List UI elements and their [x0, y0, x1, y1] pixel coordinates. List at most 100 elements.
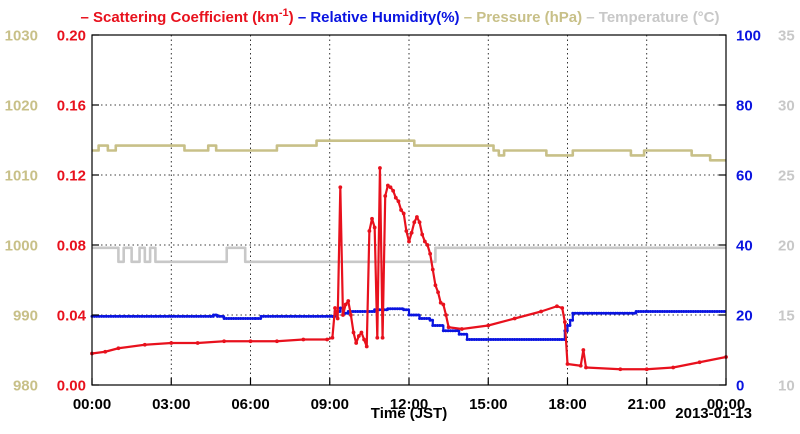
data-point-humidity: [243, 317, 247, 320]
data-point-humidity: [722, 310, 726, 313]
legend-item: – Scattering Coefficient (km: [80, 9, 278, 26]
data-point-humidity: [595, 311, 599, 315]
data-point-scattering: [380, 335, 385, 340]
data-point-humidity: [393, 307, 397, 311]
data-point-humidity: [503, 338, 507, 341]
temperature-axis-tick-label: 10: [778, 378, 795, 395]
data-point-humidity: [720, 310, 724, 313]
data-point-humidity: [470, 338, 474, 341]
data-point-humidity: [173, 314, 177, 318]
data-point-scattering: [351, 330, 356, 335]
data-point-humidity: [126, 314, 130, 318]
data-point-humidity: [706, 310, 710, 313]
data-point-humidity: [710, 310, 714, 313]
data-point-scattering: [441, 302, 446, 307]
humidity-axis-tick-label: 20: [736, 308, 753, 325]
data-point-humidity: [97, 314, 101, 318]
data-point-humidity: [386, 307, 390, 311]
data-point-humidity: [487, 338, 491, 341]
data-point-humidity: [239, 317, 243, 320]
data-point-humidity: [328, 314, 332, 318]
data-point-humidity: [508, 338, 512, 341]
data-point-humidity: [197, 314, 201, 318]
data-point-scattering: [562, 320, 567, 324]
data-point-humidity: [672, 310, 676, 313]
pressure-axis-tick-label: 980: [13, 378, 38, 395]
data-point-humidity: [206, 314, 210, 318]
data-point-humidity: [451, 329, 455, 333]
data-point-scattering: [195, 341, 200, 345]
data-point-humidity: [548, 338, 552, 341]
data-point-humidity: [713, 310, 717, 313]
data-point-humidity: [498, 338, 502, 341]
data-point-humidity: [234, 317, 238, 320]
data-point-humidity: [353, 310, 357, 313]
data-point-humidity: [544, 338, 548, 341]
data-point-humidity: [266, 314, 270, 318]
data-point-humidity: [532, 338, 536, 341]
data-point-humidity: [460, 332, 464, 336]
data-point-humidity: [316, 314, 320, 318]
data-point-scattering: [578, 363, 583, 368]
data-point-humidity: [190, 314, 194, 318]
data-point-humidity: [218, 314, 222, 318]
data-point-humidity: [433, 324, 437, 327]
data-point-humidity: [522, 338, 526, 341]
data-point-humidity: [546, 338, 550, 341]
scattering-axis-tick-label: 0.20: [57, 28, 86, 45]
data-point-humidity: [358, 310, 362, 313]
data-point-humidity: [309, 314, 313, 318]
data-point-humidity: [580, 311, 584, 315]
data-point-scattering: [584, 365, 588, 370]
data-point-scattering: [116, 346, 121, 351]
data-point-humidity: [361, 310, 365, 313]
data-point-humidity: [159, 314, 163, 318]
data-point-scattering: [248, 339, 253, 344]
data-point-humidity: [651, 310, 655, 313]
data-point-humidity: [251, 317, 255, 320]
date-label: 2013-01-13: [675, 405, 752, 422]
data-point-humidity: [446, 329, 450, 333]
data-point-humidity: [199, 314, 203, 318]
data-point-humidity: [641, 310, 645, 313]
data-point-humidity: [701, 310, 705, 313]
data-point-humidity: [123, 314, 127, 318]
data-point-humidity: [573, 311, 577, 315]
data-point-humidity: [107, 314, 111, 318]
x-axis-tick-label: 15:00: [469, 396, 507, 413]
data-point-humidity: [187, 314, 191, 318]
x-axis-tick-label: 18:00: [548, 396, 586, 413]
data-point-humidity: [689, 310, 693, 313]
data-point-humidity: [212, 313, 216, 317]
data-point-humidity: [436, 324, 440, 327]
data-point-humidity: [114, 314, 118, 318]
data-point-humidity: [475, 338, 479, 341]
data-point-scattering: [444, 313, 448, 317]
data-point-scattering: [103, 349, 108, 354]
data-point-humidity: [92, 314, 96, 318]
humidity-axis-tick-label: 40: [736, 238, 753, 255]
data-point-humidity: [696, 310, 700, 313]
data-point-humidity: [677, 310, 681, 313]
data-point-humidity: [271, 314, 275, 318]
data-point-humidity: [288, 314, 292, 318]
data-point-humidity: [121, 314, 125, 318]
data-point-humidity: [135, 314, 139, 318]
data-point-scattering: [420, 232, 425, 237]
data-point-humidity: [307, 314, 311, 318]
data-point-scattering: [671, 365, 676, 370]
temperature-axis-tick-label: 25: [778, 168, 795, 185]
data-point-scattering: [644, 367, 649, 372]
data-point-scattering: [301, 337, 306, 342]
data-point-scattering: [391, 188, 396, 193]
data-point-humidity: [440, 324, 444, 327]
data-point-humidity: [259, 314, 263, 318]
data-point-scattering: [436, 290, 440, 295]
data-point-scattering: [169, 341, 174, 345]
data-point-humidity: [220, 314, 224, 318]
temperature-axis-tick-label: 20: [778, 238, 795, 255]
humidity-axis-tick-label: 80: [736, 98, 753, 115]
data-point-scattering: [404, 229, 409, 233]
data-point-humidity: [560, 338, 564, 341]
data-point-scattering: [393, 195, 398, 200]
